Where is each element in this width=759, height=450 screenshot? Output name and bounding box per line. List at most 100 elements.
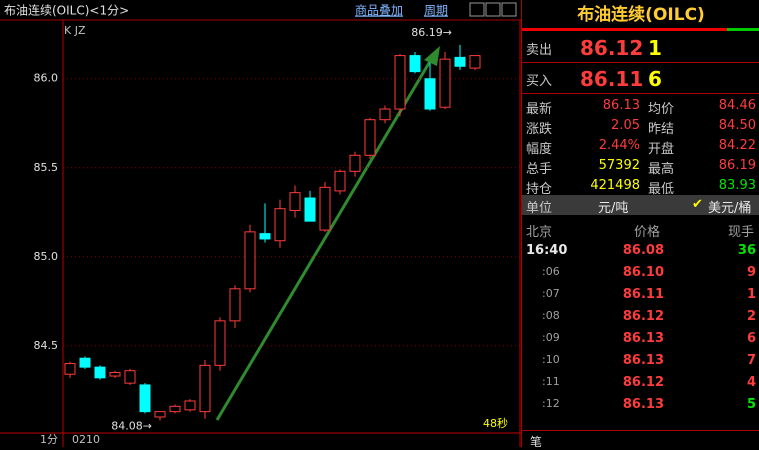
- trade-volume: 6: [746, 331, 756, 346]
- stat-label: 最低: [648, 182, 675, 197]
- trade-price: 86.11: [622, 287, 664, 302]
- candle-body: [349, 154, 361, 172]
- divider: [522, 93, 759, 94]
- candle-body: [289, 192, 301, 211]
- candle-body: [154, 411, 166, 418]
- arrow-head: [424, 46, 440, 66]
- stat-value: 84.50: [718, 118, 756, 133]
- buy-label: 买入: [526, 74, 553, 89]
- trade-price: 86.08: [622, 243, 664, 258]
- candle-body: [454, 56, 466, 67]
- stat-label: 涨跌: [526, 122, 553, 137]
- trade-time: :09: [542, 331, 560, 344]
- stat-value: 86.13: [602, 98, 640, 113]
- candle-body: [184, 400, 196, 411]
- stat-value: 2.44%: [598, 138, 640, 153]
- candle-body: [229, 288, 241, 322]
- candle-body: [94, 366, 106, 379]
- stat-value: 57392: [598, 158, 640, 173]
- col-volume: 现手: [728, 225, 755, 240]
- trade-row: 16:40 86.08 36: [522, 240, 759, 262]
- trade-volume: 9: [746, 265, 756, 280]
- stat-label: 昨结: [648, 122, 675, 137]
- quote-title: 布油连续(OILC): [577, 5, 705, 25]
- stat-label: 均价: [648, 102, 675, 117]
- candle-body: [334, 170, 346, 192]
- high-annotation: 86.19→: [411, 26, 452, 39]
- trade-time: :12: [542, 397, 560, 410]
- sell-row: 卖出 86.12 1: [522, 36, 759, 60]
- trade-time: :08: [542, 309, 560, 322]
- unit-option[interactable]: 美元/桶: [708, 201, 752, 216]
- title-bar: [727, 28, 759, 31]
- trade-price: 86.12: [622, 375, 664, 390]
- divider: [522, 62, 759, 63]
- trade-time: :07: [542, 287, 560, 300]
- stat-value: 84.46: [718, 98, 756, 113]
- period-label: 1分: [40, 433, 58, 446]
- y-tick-label: 84.5: [34, 339, 59, 352]
- indicator-label: K JZ: [64, 24, 86, 37]
- candle-body: [304, 197, 316, 222]
- divider: [522, 430, 759, 431]
- trade-volume: 5: [746, 397, 756, 412]
- col-price: 价格: [634, 225, 661, 240]
- candle-body: [244, 231, 256, 290]
- buy-row: 买入 86.11 6: [522, 67, 759, 91]
- unit-value[interactable]: 元/吨: [598, 201, 629, 216]
- candle-body: [199, 364, 211, 413]
- trade-price: 86.13: [622, 331, 664, 346]
- stat-row: 幅度 2.44% 开盘 84.22: [522, 136, 759, 157]
- tab[interactable]: 笔: [530, 435, 543, 449]
- nav-button[interactable]: [485, 2, 501, 17]
- title-bar: [522, 28, 727, 31]
- stat-label: 持仓: [526, 182, 553, 197]
- candle-body: [169, 405, 181, 413]
- trade-row: :08 86.12 2: [522, 306, 759, 328]
- trade-price: 86.13: [622, 397, 664, 412]
- trade-row: :10 86.13 7: [522, 350, 759, 372]
- stat-value: 83.93: [718, 178, 756, 193]
- stat-row: 持仓 421498 最低 83.93: [522, 176, 759, 197]
- candle-body: [64, 363, 76, 375]
- y-tick-label: 85.5: [34, 161, 59, 174]
- unit-row: 单位 元/吨 ✔ 美元/桶: [522, 195, 759, 216]
- stat-label: 幅度: [526, 142, 553, 157]
- col-time: 北京: [526, 225, 553, 240]
- candle-body: [259, 233, 271, 240]
- buy-price: 86.11: [580, 67, 644, 91]
- trade-volume: 4: [746, 375, 756, 390]
- stat-value: 2.05: [611, 118, 640, 133]
- candle-body: [364, 119, 376, 156]
- stat-value: 86.19: [718, 158, 756, 173]
- candle-body: [379, 108, 391, 121]
- trade-time: :06: [542, 265, 560, 278]
- y-tick-label: 85.0: [34, 250, 59, 263]
- stat-row: 涨跌 2.05 昨结 84.50: [522, 116, 759, 137]
- date-label: 0210: [72, 433, 100, 446]
- period-button[interactable]: 周期: [424, 4, 448, 18]
- candle-body: [469, 55, 481, 69]
- candle-body: [109, 371, 121, 377]
- stat-row: 最新 86.13 均价 84.46: [522, 96, 759, 117]
- trade-time: :10: [542, 353, 560, 366]
- stat-value: 421498: [590, 178, 640, 193]
- sell-price: 86.12: [580, 36, 644, 60]
- overlay-button[interactable]: 商品叠加: [355, 3, 403, 18]
- nav-button[interactable]: [469, 2, 485, 17]
- trade-price: 86.13: [622, 353, 664, 368]
- trade-row: :11 86.12 4: [522, 372, 759, 394]
- nav-button[interactable]: [501, 2, 517, 17]
- stat-label: 最高: [648, 162, 675, 177]
- trade-row: :06 86.10 9: [522, 262, 759, 284]
- timer: 48秒: [483, 416, 508, 430]
- trades-header: 北京 价格 现手: [522, 219, 759, 240]
- trade-row: :09 86.13 6: [522, 328, 759, 350]
- buy-qty: 6: [648, 67, 662, 91]
- candle-body: [409, 55, 421, 73]
- candle-body: [124, 370, 136, 384]
- toolbar: [0, 0, 521, 20]
- stat-label: 开盘: [648, 142, 675, 157]
- trade-volume: 36: [737, 243, 756, 258]
